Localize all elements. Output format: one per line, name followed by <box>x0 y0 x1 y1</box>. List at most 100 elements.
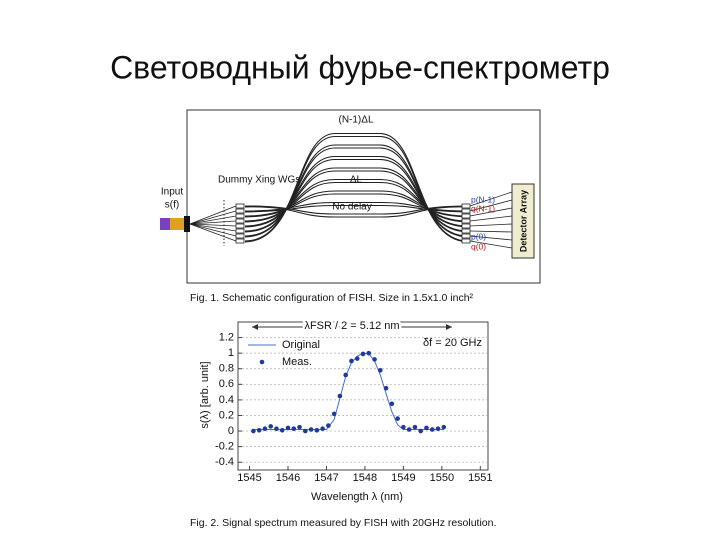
input-wg <box>189 215 237 225</box>
input-wg <box>189 223 237 232</box>
y-tick-label: 1.2 <box>219 331 234 343</box>
data-point <box>366 350 372 356</box>
y-tick-label: 0.8 <box>219 363 234 375</box>
y-tick-label: 0.6 <box>219 378 234 390</box>
output-wg <box>469 235 513 241</box>
waveguides <box>189 132 513 249</box>
coupler <box>461 233 471 239</box>
input-coupler <box>184 216 190 232</box>
legend-label: Original <box>282 339 320 351</box>
data-point <box>268 424 273 429</box>
input-wg <box>189 223 237 227</box>
legend-swatch <box>259 359 265 365</box>
chart: -0.4 -0.2 0 0.2 0.4 0.6 0.8 1 1.2 1545 1546 1547 154… <box>199 317 493 503</box>
output-wg <box>469 207 513 217</box>
input-signal-label: s(f) <box>165 200 179 211</box>
x-tick-label: 1547 <box>314 472 338 484</box>
data-point <box>303 428 308 434</box>
delay-label: No delay <box>332 202 371 213</box>
waveguide <box>244 135 469 243</box>
y-tick-label: -0.2 <box>215 441 234 453</box>
data-point <box>320 426 325 432</box>
coupler <box>235 223 245 229</box>
y-tick-label: 0 <box>228 425 234 437</box>
data-point <box>378 367 383 373</box>
data-point <box>337 393 343 399</box>
data-point <box>262 426 268 432</box>
x-tick-label: 1549 <box>391 472 415 484</box>
data-point <box>308 427 314 432</box>
input-wg <box>189 223 237 242</box>
coupler <box>235 238 245 244</box>
coupler <box>235 208 245 214</box>
waveguide <box>244 201 469 212</box>
y-tick-label: 1 <box>228 347 234 359</box>
input-wg <box>189 220 237 225</box>
data-point <box>331 411 337 417</box>
output-wg <box>469 240 513 249</box>
port-label: p(N-1) <box>471 194 495 204</box>
output-wg <box>469 230 513 233</box>
annotation: δf = 20 GHz <box>423 337 482 349</box>
annotation: λFSR / 2 = 5.12 nm <box>304 320 399 332</box>
data-point <box>360 351 366 357</box>
data-point <box>285 425 291 431</box>
delay-label: ΔL <box>350 175 363 186</box>
data-point <box>441 424 447 430</box>
figure-caption: Fig. 1. Schematic configuration of FISH.… <box>190 292 474 304</box>
detector-array <box>511 183 535 259</box>
data-point <box>406 427 412 432</box>
data-point <box>435 426 441 432</box>
data-point <box>395 416 400 421</box>
detector-label: Detector Array <box>518 190 528 252</box>
coupler <box>461 228 471 234</box>
data-point <box>314 427 320 433</box>
port-label: q(N-1) <box>471 203 495 213</box>
plot-frame <box>237 321 489 471</box>
port-label: q(0) <box>471 241 486 251</box>
data-point <box>354 356 360 361</box>
delay-label: (N-1)ΔL <box>338 115 373 126</box>
x-tick-label: 1545 <box>237 472 261 484</box>
data-point <box>401 424 406 430</box>
waveguide <box>244 167 469 227</box>
coupler <box>461 223 471 229</box>
data-point <box>291 426 297 432</box>
coupler <box>461 213 471 219</box>
data-point <box>251 428 256 434</box>
waveguide <box>244 190 469 217</box>
data-point <box>297 424 302 430</box>
input-wg <box>189 210 237 225</box>
input-label: Input <box>161 187 183 198</box>
data-point <box>383 385 389 391</box>
coupler <box>235 228 245 234</box>
coupler <box>461 203 471 209</box>
data-point <box>326 423 331 428</box>
y-axis-label: s(λ) [arb. unit] <box>199 361 211 428</box>
coupler <box>235 218 245 224</box>
data-point <box>343 372 348 378</box>
waveguide <box>244 178 469 222</box>
coupler <box>461 218 471 224</box>
y-tick-label: -0.4 <box>215 456 234 468</box>
coupler <box>461 238 471 244</box>
input-wg <box>189 223 237 237</box>
data-point <box>412 424 418 430</box>
slide-title: Световодный фурье-спектрометр <box>110 49 610 85</box>
coupler <box>235 213 245 219</box>
data-point <box>256 427 262 433</box>
data-point <box>372 357 377 362</box>
figure-frame <box>186 109 541 284</box>
data-point <box>389 401 395 407</box>
output-wg <box>469 215 513 222</box>
dummy-label: Dummy Xing WGs <box>218 175 300 186</box>
series-line <box>253 352 444 430</box>
output-wg <box>469 199 513 212</box>
data-point <box>349 358 354 364</box>
output-wg <box>469 191 513 207</box>
data-point <box>418 428 423 434</box>
waveguide <box>244 205 469 215</box>
figure-caption: Fig. 2. Signal spectrum measured by FISH… <box>190 517 496 529</box>
data-point <box>424 425 429 431</box>
